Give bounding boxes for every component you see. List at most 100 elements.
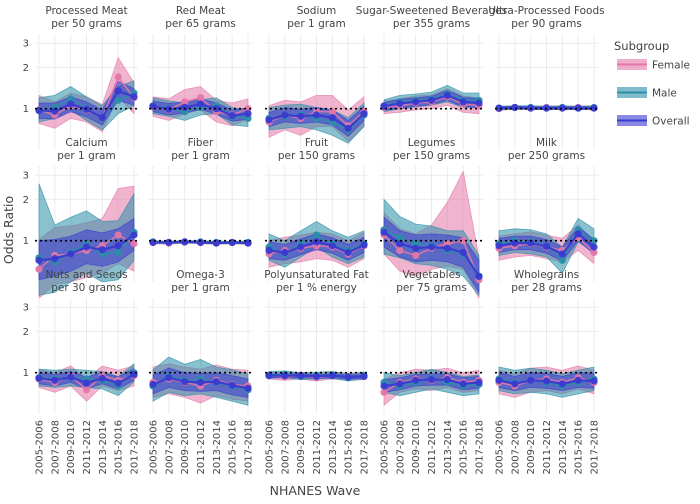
panel-subtitle: per 90 grams	[511, 18, 582, 30]
legend-item-overall: Overall	[617, 115, 690, 128]
point-overall	[396, 99, 404, 108]
y-axis-title: Odds Ratio	[1, 196, 16, 264]
point-overall	[475, 99, 483, 107]
point-overall	[459, 98, 467, 106]
panel-title: Processed Meat	[45, 5, 127, 17]
panel-grid	[495, 166, 598, 282]
y-tick-label: 3	[23, 303, 29, 314]
y-tick-label: 1	[23, 236, 29, 247]
panel-title: Sugar-Sweetened Beverages	[356, 5, 507, 17]
point-overall	[527, 239, 535, 247]
point-overall	[558, 250, 566, 258]
x-tick-label: 2011-2012	[542, 420, 553, 475]
point-overall	[130, 231, 138, 239]
legend-item-female: Female	[617, 59, 690, 72]
x-axis-title: NHANES Wave	[270, 483, 361, 498]
point-overall	[51, 255, 59, 263]
point-overall	[114, 242, 122, 250]
panel-title: Wholegrains	[514, 269, 579, 281]
x-tick-label: 2007-2008	[510, 420, 521, 475]
y-tick-label: 3	[23, 39, 29, 50]
point-female	[114, 73, 122, 81]
point-male	[590, 237, 598, 245]
x-tick-label: 2007-2008	[395, 420, 406, 475]
point-overall	[82, 243, 91, 251]
point-overall	[344, 248, 352, 257]
x-tick-label: 2013-2014	[558, 420, 569, 475]
legend-item-male: Male	[617, 87, 677, 100]
panel-grid	[265, 34, 368, 150]
point-overall	[297, 243, 305, 251]
point-overall	[590, 243, 598, 251]
panel-subtitle: per 355 grams	[393, 18, 470, 30]
panel-title: Legumes	[408, 137, 456, 149]
point-male	[396, 234, 404, 242]
point-overall	[165, 105, 173, 113]
point-female	[181, 98, 189, 106]
point-overall	[265, 116, 273, 124]
x-tick-label: 2011-2012	[82, 420, 93, 475]
point-overall	[443, 244, 451, 252]
point-overall	[511, 239, 519, 247]
x-tick-label: 2009-2010	[66, 420, 77, 475]
x-tick-label: 2009-2010	[411, 420, 422, 475]
point-overall	[228, 112, 236, 120]
legend-label: Overall	[652, 116, 690, 128]
point-overall	[181, 238, 189, 246]
point-male	[558, 256, 566, 264]
point-overall	[265, 372, 273, 380]
panel-subtitle: per 1 % energy	[276, 282, 357, 294]
point-overall	[212, 105, 220, 113]
point-female	[396, 246, 404, 254]
point-overall	[475, 272, 483, 280]
point-female	[196, 94, 205, 102]
x-tick-label: 2005-2006	[149, 420, 160, 475]
point-overall	[51, 107, 59, 115]
point-overall	[427, 376, 436, 384]
panel-title: Omega-3	[176, 269, 225, 281]
y-tick-label: 3	[23, 171, 29, 182]
point-female	[459, 237, 467, 245]
panel-title: Polyunsaturated Fat	[264, 269, 368, 281]
point-overall	[558, 380, 566, 388]
point-overall	[380, 228, 388, 236]
y-tick-label: 2	[23, 63, 29, 74]
y-tick-label: 2	[23, 195, 29, 206]
point-overall	[98, 114, 106, 122]
panel-subtitle: per 75 grams	[396, 282, 467, 294]
x-tick-label: 2005-2006	[495, 420, 506, 475]
point-overall	[574, 104, 582, 112]
panel-title: Nuts and Seeds	[45, 269, 127, 281]
point-overall	[360, 110, 368, 118]
point-overall	[114, 87, 122, 95]
x-tick-label: 2007-2008	[280, 420, 291, 475]
point-overall	[281, 372, 289, 380]
panel-grid	[149, 166, 252, 282]
point-female	[130, 240, 138, 248]
point-overall	[590, 377, 598, 385]
point-overall	[396, 240, 404, 248]
point-overall	[328, 114, 336, 122]
x-tick-label: 2013-2014	[328, 420, 339, 475]
point-overall	[511, 380, 519, 388]
point-overall	[380, 382, 388, 390]
point-overall	[82, 379, 91, 387]
x-tick-label: 2017-2018	[244, 420, 255, 475]
point-overall	[495, 242, 503, 250]
panel-grid	[495, 34, 598, 150]
panel-grid	[265, 298, 368, 414]
panel-title: Sodium	[297, 5, 337, 17]
point-overall	[130, 93, 138, 101]
point-overall	[542, 377, 551, 385]
point-male	[67, 95, 75, 103]
point-overall	[181, 378, 189, 386]
panel-subtitle: per 150 grams	[278, 150, 355, 162]
x-tick-label: 2015-2016	[574, 420, 585, 475]
panel-title: Red Meat	[176, 5, 225, 17]
point-overall	[427, 243, 436, 251]
y-tick-label: 2	[23, 327, 29, 338]
